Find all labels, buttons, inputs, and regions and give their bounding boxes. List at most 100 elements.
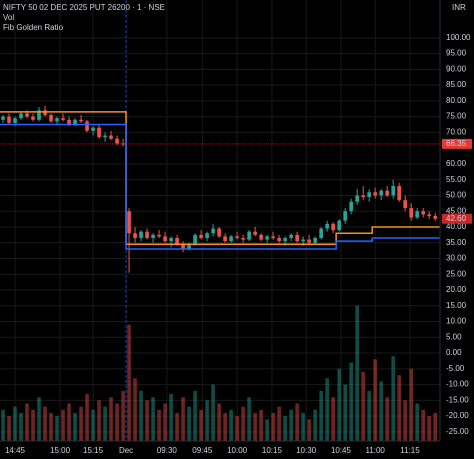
candle-body bbox=[355, 195, 359, 202]
volume-bar bbox=[73, 412, 77, 441]
x-tick-label: Dec bbox=[119, 446, 133, 455]
plot bbox=[0, 105, 440, 441]
y-tick-label: 40.00 bbox=[446, 222, 467, 231]
volume-bar bbox=[361, 371, 365, 441]
volume-bar bbox=[1, 409, 5, 441]
candle-body bbox=[13, 118, 17, 123]
candle-body bbox=[337, 220, 341, 231]
x-tick-label: 09:30 bbox=[157, 446, 178, 455]
candle-body bbox=[283, 237, 287, 242]
volume-bar bbox=[277, 406, 281, 441]
volume-bar bbox=[355, 305, 359, 441]
candle-body bbox=[25, 113, 29, 117]
candle-body bbox=[169, 237, 173, 242]
candle-body bbox=[103, 135, 107, 138]
volume-bar bbox=[307, 419, 311, 441]
volume-bar bbox=[379, 381, 383, 441]
volume-bar bbox=[139, 390, 143, 441]
volume-bar bbox=[145, 400, 149, 441]
candle-body bbox=[127, 211, 131, 234]
candle-body bbox=[379, 190, 383, 196]
candle-body bbox=[73, 119, 77, 125]
volume-bar bbox=[97, 400, 101, 441]
x-tick-label: 15:15 bbox=[83, 446, 104, 455]
volume-bar bbox=[235, 416, 239, 441]
candle-body bbox=[415, 211, 419, 218]
volume-bar bbox=[31, 409, 35, 441]
y-tick-label: -25.00 bbox=[446, 427, 469, 436]
candle-body bbox=[343, 211, 347, 221]
y-tick-label: 85.00 bbox=[446, 80, 467, 89]
volume-bar bbox=[211, 384, 215, 441]
candle-body bbox=[205, 233, 209, 238]
y-tick-label: 75.00 bbox=[446, 112, 467, 121]
candle-body bbox=[85, 121, 89, 131]
candle-body bbox=[157, 234, 161, 237]
candle-body bbox=[199, 234, 203, 238]
candle-body bbox=[361, 195, 365, 198]
volume-bar bbox=[49, 412, 53, 441]
candle-body bbox=[271, 236, 275, 238]
x-tick-label: 10:00 bbox=[227, 446, 248, 455]
candle-body bbox=[265, 236, 269, 240]
candle-body bbox=[433, 215, 437, 219]
volume-bar bbox=[409, 368, 413, 441]
x-tick-label: 10:30 bbox=[296, 446, 317, 455]
candle-body bbox=[331, 223, 335, 231]
candle-body bbox=[247, 231, 251, 240]
volume-bar bbox=[367, 390, 371, 441]
candle-body bbox=[259, 234, 263, 240]
candle-body bbox=[187, 244, 191, 250]
volume-bar bbox=[205, 400, 209, 441]
axes: 100.00 95.00 90.00 85.00 80.00 75.00 70.00 60.0… bbox=[5, 33, 472, 455]
candle-body bbox=[37, 110, 41, 120]
volume-bar bbox=[421, 409, 425, 441]
volume-bar bbox=[187, 406, 191, 441]
candle-body bbox=[55, 118, 59, 122]
volume-bar bbox=[25, 403, 29, 441]
candle-body bbox=[181, 244, 185, 250]
volume-bar bbox=[289, 409, 293, 441]
volume-bar bbox=[169, 394, 173, 441]
chart-title: NIFTY 50 02 DEC 2025 PUT 26200 · 1 · NSE bbox=[3, 3, 165, 12]
candle-body bbox=[31, 116, 35, 120]
volume-bar bbox=[133, 378, 137, 441]
x-tick-label: 10:45 bbox=[331, 446, 352, 455]
y-tick-label: 20.00 bbox=[446, 285, 467, 294]
volume-bar bbox=[103, 406, 107, 441]
volume-bar bbox=[253, 412, 257, 441]
volume-bar bbox=[199, 409, 203, 441]
candle-body bbox=[391, 185, 395, 196]
y-tick-label: 80.00 bbox=[446, 96, 467, 105]
y-tick-label: 25.00 bbox=[446, 269, 467, 278]
volume-bar bbox=[193, 390, 197, 441]
volume-bar bbox=[265, 419, 269, 441]
candle-body bbox=[145, 231, 149, 238]
volume-bar bbox=[217, 403, 221, 441]
candle-body bbox=[139, 231, 143, 238]
candle-body bbox=[295, 234, 299, 242]
volume-bar bbox=[301, 412, 305, 441]
volume-bar bbox=[7, 416, 11, 441]
candle-body bbox=[1, 116, 5, 120]
candle-body bbox=[301, 239, 305, 242]
volume-bar bbox=[55, 416, 59, 441]
volume-bar bbox=[223, 412, 227, 441]
volume-bar bbox=[331, 397, 335, 441]
volume-bar bbox=[121, 390, 125, 441]
volume-bar bbox=[79, 406, 83, 441]
volume-bar bbox=[271, 412, 275, 441]
volume-bar bbox=[349, 362, 353, 441]
candle-body bbox=[67, 119, 71, 125]
y-tick-label: 15.00 bbox=[446, 301, 467, 310]
volume-bar bbox=[37, 397, 41, 441]
volume-bar bbox=[127, 324, 131, 441]
y-tick-label: -10.00 bbox=[446, 380, 469, 389]
candle-body bbox=[325, 223, 329, 229]
y-tick-label: 30.00 bbox=[446, 254, 467, 263]
candle-body bbox=[319, 228, 323, 238]
volume-bar bbox=[115, 403, 119, 441]
candle-body bbox=[121, 143, 125, 145]
y-tick-label: 35.00 bbox=[446, 238, 467, 247]
